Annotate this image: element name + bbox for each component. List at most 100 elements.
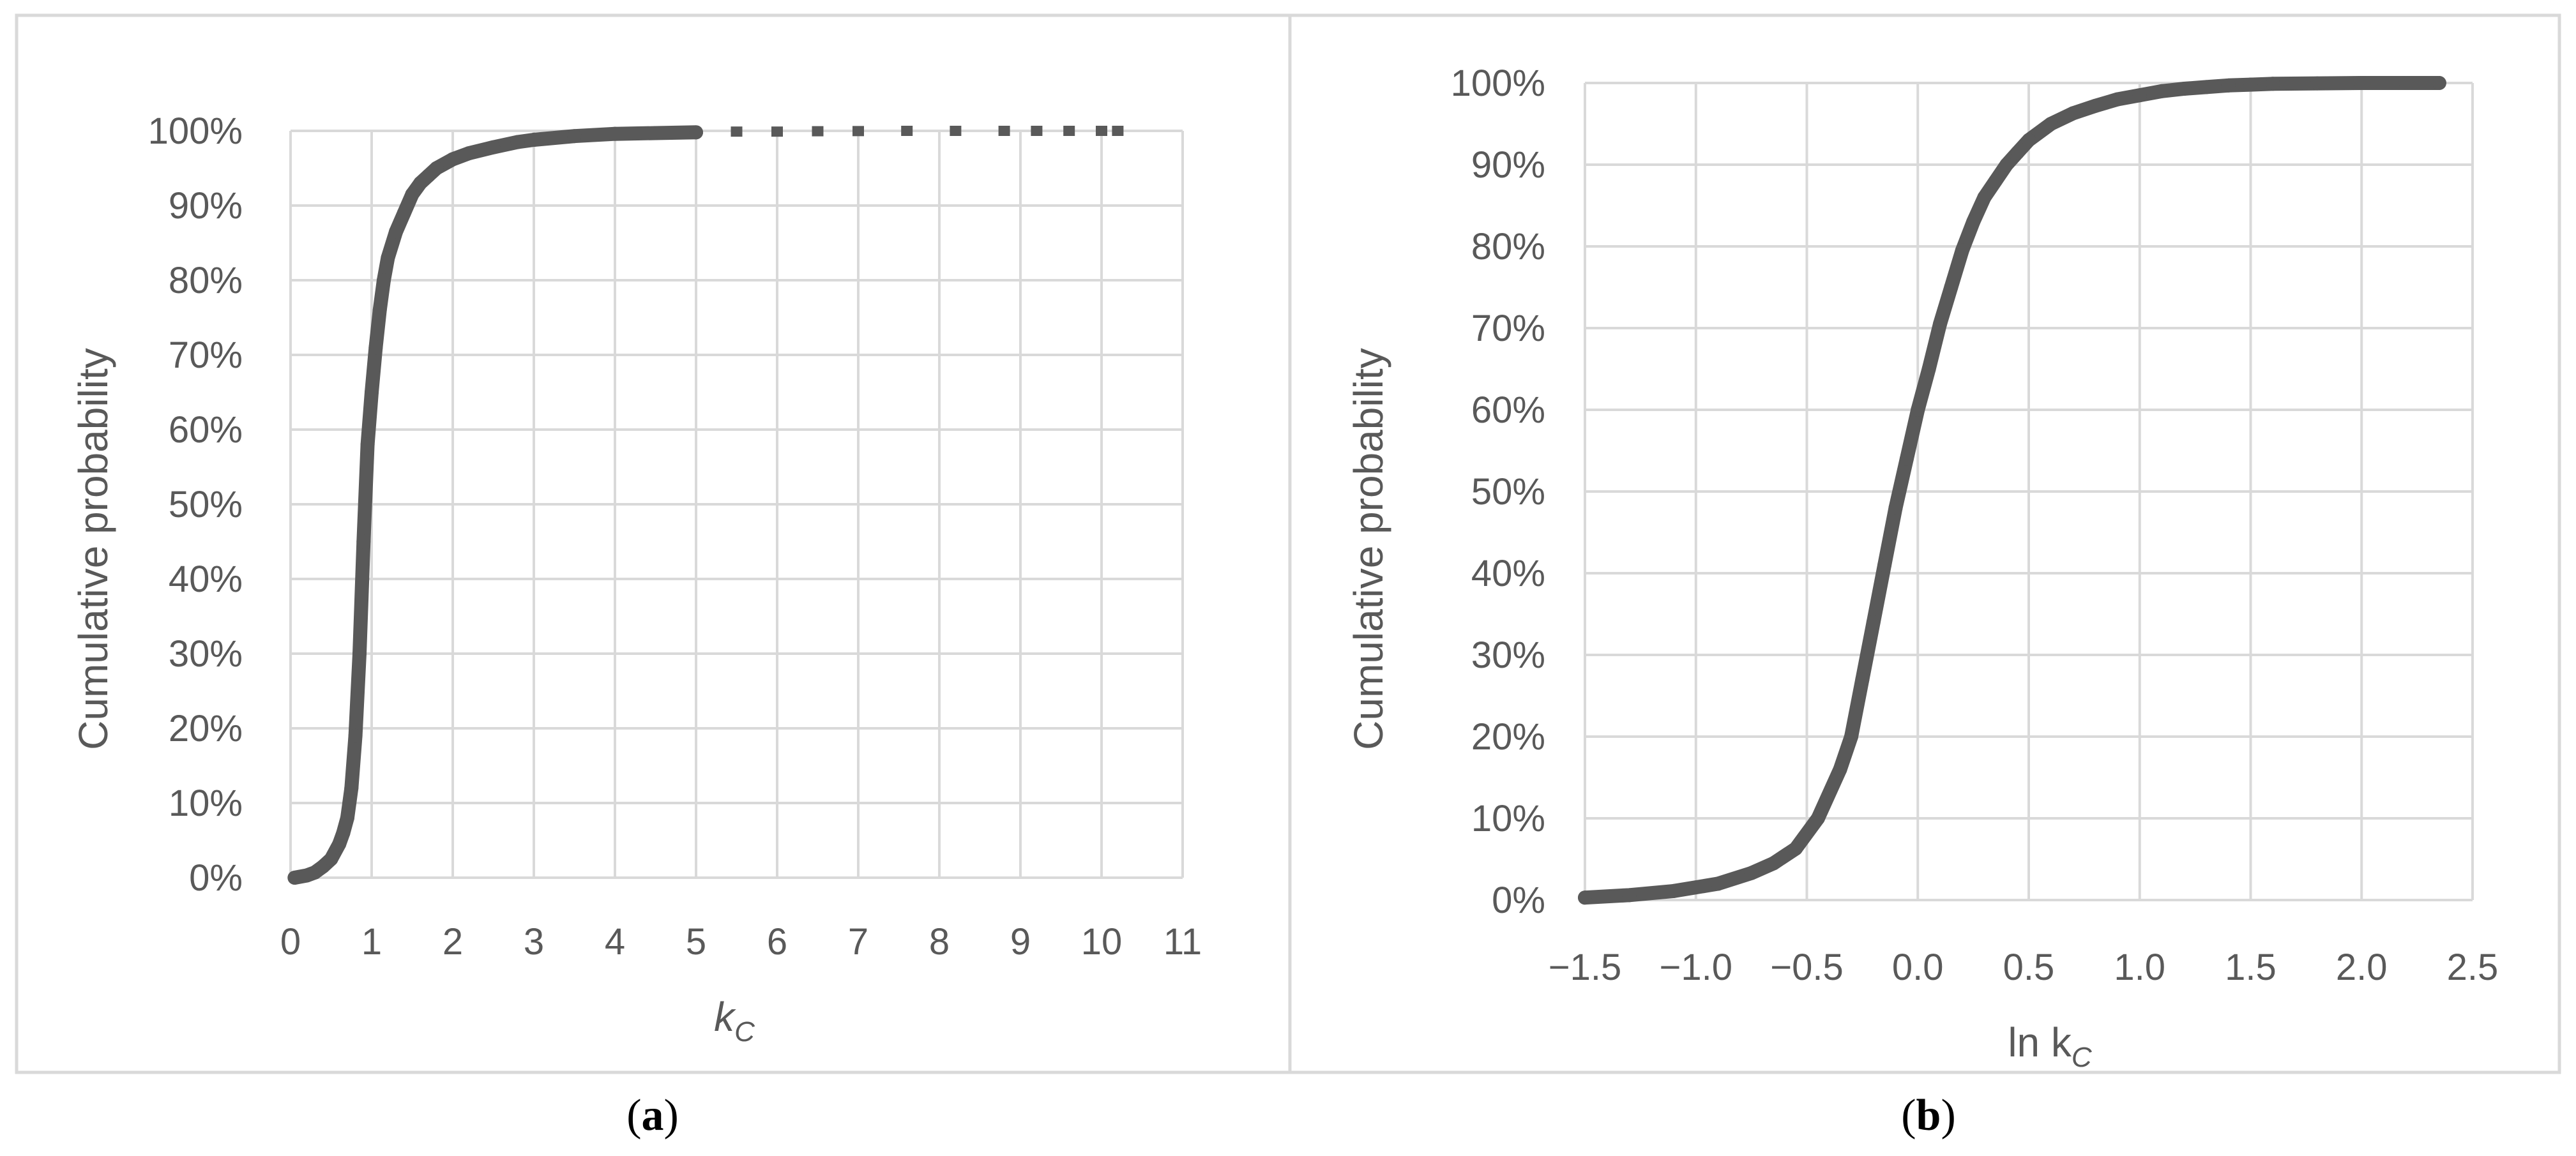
data-point bbox=[1744, 866, 1759, 880]
data-point bbox=[1622, 888, 1637, 903]
x-tick-label: −1.5 bbox=[1549, 947, 1622, 988]
x-tick-label: 0 bbox=[280, 921, 301, 963]
data-point bbox=[950, 126, 962, 136]
data-point bbox=[2110, 92, 2125, 107]
data-point bbox=[1112, 126, 1124, 136]
x-tick-label: 7 bbox=[848, 921, 868, 963]
data-point bbox=[1810, 811, 1825, 825]
data-point bbox=[287, 871, 302, 885]
data-point bbox=[1899, 451, 1914, 466]
data-point bbox=[2132, 88, 2147, 103]
data-point bbox=[2066, 106, 2080, 121]
data-point bbox=[1888, 500, 1903, 515]
x-tick-label: 1.0 bbox=[2114, 947, 2165, 988]
data-point bbox=[1711, 876, 1725, 891]
panel-a: 0% 10% 20% 30% 40% 50% 60% 70% 80% 90% 100% 0 1 2 3 4 5… bbox=[70, 110, 1202, 1140]
data-point bbox=[1921, 362, 1936, 376]
data-point bbox=[608, 126, 622, 141]
y-tick-label: 90% bbox=[1471, 144, 1545, 186]
data-point bbox=[340, 811, 354, 825]
data-point bbox=[2398, 76, 2413, 90]
x-tick-label: 1.5 bbox=[2225, 947, 2277, 988]
data-point bbox=[1667, 883, 1681, 898]
panel-b-x-axis-title: ln kC bbox=[2008, 1019, 2093, 1073]
y-tick-label: 0% bbox=[189, 857, 243, 899]
data-point bbox=[356, 534, 371, 549]
x-tick-label: 8 bbox=[929, 921, 950, 963]
data-point bbox=[348, 728, 363, 743]
data-point bbox=[324, 852, 338, 866]
data-point bbox=[360, 437, 375, 452]
panel-b-x-tick-labels: −1.5 −1.0 −0.5 0.0 0.5 1.0 1.5 2.0 2.5 bbox=[1549, 947, 2499, 988]
data-point bbox=[1855, 672, 1870, 687]
data-point bbox=[368, 340, 383, 355]
x-tick-label: 6 bbox=[767, 921, 787, 963]
data-point bbox=[2221, 78, 2236, 93]
x-tick-label: 3 bbox=[524, 921, 544, 963]
data-point bbox=[510, 135, 525, 149]
data-point bbox=[901, 126, 913, 136]
data-point bbox=[1999, 158, 2014, 172]
data-point bbox=[1911, 403, 1925, 417]
data-point bbox=[2010, 145, 2025, 160]
data-point bbox=[648, 126, 663, 140]
data-point bbox=[812, 126, 824, 137]
data-point bbox=[527, 133, 541, 147]
data-point bbox=[381, 250, 395, 265]
y-tick-label: 100% bbox=[1451, 63, 1545, 104]
y-tick-label: 70% bbox=[1471, 308, 1545, 349]
data-point bbox=[2177, 81, 2192, 96]
panel-b-series bbox=[1578, 76, 2446, 905]
data-point bbox=[429, 161, 444, 176]
figure-frame bbox=[15, 13, 2561, 1074]
data-point bbox=[1955, 243, 1969, 258]
data-point bbox=[1031, 126, 1043, 136]
data-point bbox=[372, 303, 387, 317]
panel-b: 0%10%20%30%40%50%60%70%80%90%100% −1.5 −1… bbox=[1345, 63, 2498, 1140]
data-point bbox=[332, 837, 347, 852]
panel-b-y-axis-title: Cumulative probability bbox=[1345, 348, 1391, 750]
data-point bbox=[405, 187, 420, 202]
data-point bbox=[1833, 762, 1847, 777]
y-tick-label: 70% bbox=[169, 334, 243, 376]
data-point bbox=[1933, 317, 1947, 331]
data-point bbox=[1096, 126, 1107, 136]
data-point bbox=[689, 125, 703, 140]
y-tick-label: 30% bbox=[1471, 634, 1545, 676]
data-point bbox=[352, 647, 367, 661]
data-point bbox=[1877, 558, 1892, 573]
data-point bbox=[2354, 76, 2369, 90]
data-point bbox=[852, 126, 864, 137]
data-point bbox=[1866, 615, 1881, 629]
panel-a-series bbox=[287, 125, 1124, 885]
x-tick-label: −1.0 bbox=[1660, 947, 1733, 988]
data-point bbox=[1789, 841, 1803, 856]
data-point bbox=[1844, 730, 1858, 744]
panel-b-gridlines bbox=[1584, 82, 2474, 901]
panel-b-caption: (b) bbox=[1901, 1091, 1956, 1140]
data-point bbox=[1766, 856, 1781, 871]
y-tick-label: 20% bbox=[1471, 716, 1545, 758]
y-tick-label: 20% bbox=[169, 708, 243, 749]
x-tick-label: 0.0 bbox=[1892, 947, 1944, 988]
x-tick-label: 10 bbox=[1081, 921, 1123, 963]
y-tick-label: 40% bbox=[169, 559, 243, 600]
panel-a-caption: (a) bbox=[626, 1091, 679, 1140]
data-point bbox=[486, 140, 501, 154]
data-point bbox=[1944, 280, 1959, 294]
data-point bbox=[731, 126, 743, 137]
x-tick-label: 0.5 bbox=[2003, 947, 2055, 988]
panel-a-y-axis-title: Cumulative probability bbox=[70, 348, 116, 750]
panel-a-x-axis-title: kC bbox=[714, 994, 755, 1047]
data-point bbox=[771, 126, 783, 137]
y-tick-label: 50% bbox=[169, 484, 243, 525]
data-point bbox=[336, 825, 351, 840]
data-point bbox=[2243, 77, 2258, 92]
data-point bbox=[1988, 174, 2003, 188]
y-tick-label: 10% bbox=[1471, 798, 1545, 839]
data-point bbox=[998, 126, 1010, 136]
y-tick-label: 80% bbox=[169, 260, 243, 301]
x-tick-label: 4 bbox=[605, 921, 625, 963]
data-point bbox=[365, 385, 379, 400]
